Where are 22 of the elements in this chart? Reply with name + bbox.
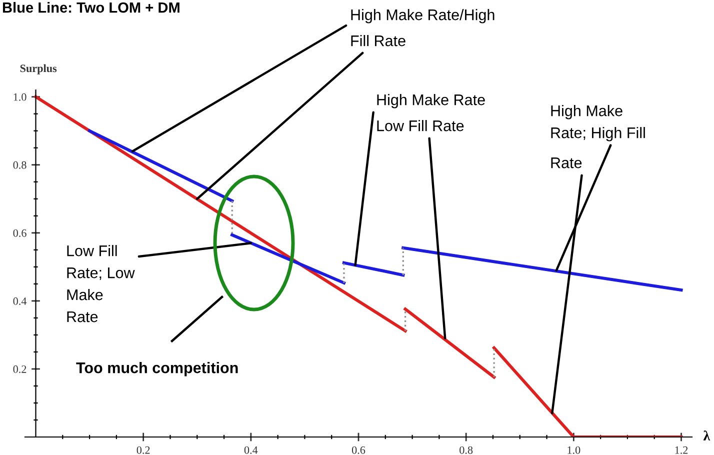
y-axis-title: Surplus bbox=[20, 64, 57, 74]
y-tick-label: 0.2 bbox=[13, 365, 26, 373]
annotation: Low Fill Rate; Low Make Rate bbox=[67, 245, 135, 322]
x-tick-label: 0.8 bbox=[460, 446, 473, 454]
x-axis-title: λ bbox=[703, 430, 710, 440]
annotation: High Make Rate/High bbox=[351, 9, 494, 24]
x-tick-label: 0.4 bbox=[244, 446, 258, 454]
y-tick-label: 0.8 bbox=[13, 161, 26, 169]
annotation: Rate bbox=[551, 158, 582, 168]
chart-title: Blue Line: Two LOM + DM bbox=[2, 2, 180, 13]
y-tick-label: 0.6 bbox=[13, 229, 26, 237]
annotation: Low Fill Rate bbox=[377, 120, 464, 132]
annotation: High Make Rate bbox=[377, 94, 485, 108]
x-tick-label: 0.2 bbox=[136, 446, 150, 454]
annotation: Fill Rate bbox=[351, 35, 406, 46]
annotation: Too much competition bbox=[76, 362, 238, 376]
x-tick-label: 1.2 bbox=[675, 446, 688, 454]
y-tick-label: 1.0 bbox=[14, 93, 26, 101]
x-tick-label: 0.6 bbox=[352, 446, 366, 454]
annotation: High Make Rate; High Fill bbox=[551, 105, 645, 142]
y-tick-label: 0.4 bbox=[13, 297, 27, 305]
x-tick-label: 1.0 bbox=[568, 446, 580, 454]
